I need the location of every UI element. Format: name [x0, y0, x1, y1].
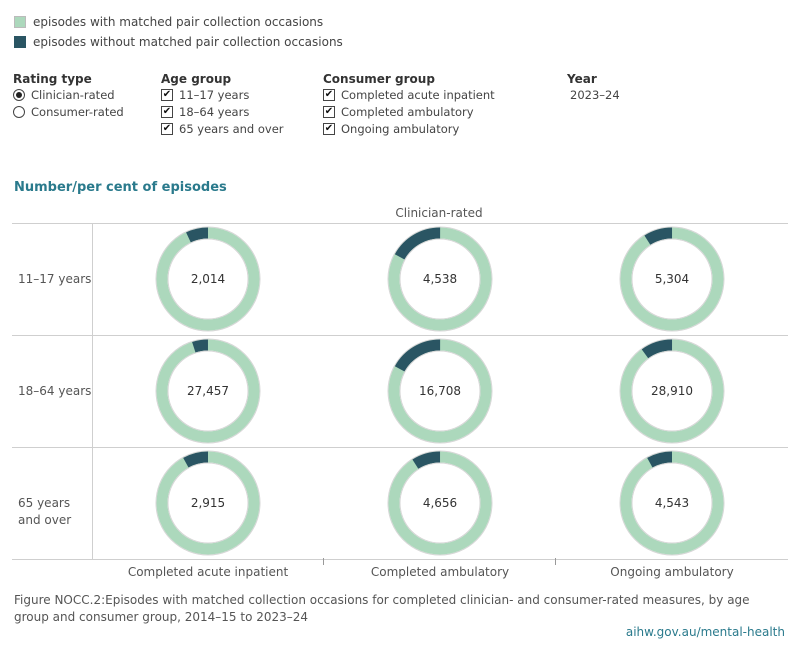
donut-total-label: 28,910 [651, 384, 693, 398]
donut-inner [399, 462, 481, 544]
donut-0-2[interactable]: 5,304 [609, 216, 736, 343]
donut-slice-without[interactable] [609, 216, 736, 343]
checkbox-checked-icon[interactable]: ✔ [161, 106, 173, 118]
donut-inner [167, 238, 249, 320]
donut-1-2[interactable]: 28,910 [608, 327, 737, 456]
donut-slice-without[interactable] [146, 441, 271, 566]
year-title: Year [567, 72, 597, 86]
donut-inner [631, 238, 713, 320]
figure-caption: Figure NOCC.2:Episodes with matched coll… [14, 593, 750, 624]
donut-outline [155, 226, 261, 332]
donut-2-2[interactable]: 4,543 [610, 441, 735, 566]
year-value[interactable]: 2023–24 [570, 88, 620, 102]
donut-total-label: 4,538 [423, 272, 457, 286]
age-option-label: 65 years and over [179, 122, 284, 136]
donut-inner [399, 350, 481, 432]
donut-total-label: 2,915 [191, 496, 225, 510]
grid-line [12, 223, 788, 224]
consumer-group-title: Consumer group [323, 72, 435, 86]
donut-total-label: 16,708 [419, 384, 461, 398]
donut-slice-without[interactable] [378, 217, 503, 342]
column-divider-tick [323, 558, 324, 565]
donut-slice-matched[interactable] [156, 339, 260, 443]
donut-slice-matched[interactable] [156, 227, 260, 331]
legend-item-matched[interactable]: episodes with matched pair collection oc… [14, 15, 323, 29]
age-option-65-over[interactable]: ✔ 65 years and over [161, 122, 284, 136]
column-label: Completed acute inpatient [127, 565, 289, 579]
checkbox-checked-icon[interactable]: ✔ [161, 123, 173, 135]
column-label: Ongoing ambulatory [610, 565, 734, 579]
donut-0-0[interactable]: 2,014 [147, 218, 269, 340]
radio-selected-icon[interactable] [13, 89, 25, 101]
rating-option-consumer[interactable]: Consumer-rated [13, 105, 124, 119]
radio-unselected-icon[interactable] [13, 106, 25, 118]
legend-item-without[interactable]: episodes without matched pair collection… [14, 35, 343, 49]
consumer-option-label: Ongoing ambulatory [341, 122, 460, 136]
age-option-11-17[interactable]: ✔ 11–17 years [161, 88, 249, 102]
donut-outline [155, 338, 261, 444]
rating-option-clinician[interactable]: Clinician-rated [13, 88, 115, 102]
column-label: Completed ambulatory [370, 565, 510, 579]
grid-line [12, 559, 788, 560]
row-label: 65 years and over [18, 496, 72, 527]
chart-title: Number/per cent of episodes [14, 180, 227, 195]
age-group-title: Age group [161, 72, 232, 86]
donut-total-label: 4,656 [423, 496, 457, 510]
legend-swatch-matched [14, 16, 26, 28]
donut-inner [631, 462, 713, 544]
donut-outline [619, 450, 725, 556]
checkbox-checked-icon[interactable]: ✔ [323, 123, 335, 135]
consumer-option-label: Completed acute inpatient [341, 88, 495, 102]
checkbox-checked-icon[interactable]: ✔ [323, 106, 335, 118]
column-divider-tick [555, 558, 556, 565]
donut-1-0[interactable]: 27,457 [150, 333, 266, 449]
donut-total-label: 2,014 [191, 272, 225, 286]
donut-slice-without[interactable] [150, 333, 266, 449]
donut-2-0[interactable]: 2,915 [146, 441, 271, 566]
donut-outline [387, 338, 493, 444]
donut-1-1[interactable]: 16,708 [378, 329, 503, 454]
rating-option-label: Clinician-rated [31, 88, 115, 102]
age-option-18-64[interactable]: ✔ 18–64 years [161, 105, 249, 119]
donut-outline [387, 450, 493, 556]
donut-outline [155, 450, 261, 556]
donut-outline [619, 226, 725, 332]
donut-total-label: 27,457 [187, 384, 229, 398]
donut-slice-without[interactable] [377, 440, 504, 567]
donut-inner [167, 350, 249, 432]
axis-line [92, 223, 93, 559]
donut-slice-without[interactable] [378, 329, 503, 454]
donut-inner [631, 350, 713, 432]
checkbox-checked-icon[interactable]: ✔ [161, 89, 173, 101]
consumer-option-acute-inpatient[interactable]: ✔ Completed acute inpatient [323, 88, 495, 102]
donut-outline [387, 226, 493, 332]
consumer-option-ongoing-ambulatory[interactable]: ✔ Ongoing ambulatory [323, 122, 459, 136]
legend-label-without: episodes without matched pair collection… [33, 35, 343, 49]
donut-inner [167, 462, 249, 544]
donut-slice-without[interactable] [610, 441, 735, 566]
rating-type-title: Rating type [13, 72, 92, 86]
rating-option-label: Consumer-rated [31, 105, 124, 119]
row-label: 18–64 years [18, 384, 92, 398]
legend-swatch-without [14, 36, 26, 48]
donut-total-label: 5,304 [655, 272, 689, 286]
donut-total-label: 4,543 [655, 496, 689, 510]
legend-label-matched: episodes with matched pair collection oc… [33, 15, 324, 29]
checkbox-checked-icon[interactable]: ✔ [323, 89, 335, 101]
donut-slice-without[interactable] [147, 218, 269, 340]
row-label: 11–17 years [18, 272, 92, 286]
donut-0-1[interactable]: 4,538 [378, 217, 503, 342]
grid-line [12, 335, 788, 336]
consumer-option-label: Completed ambulatory [341, 105, 474, 119]
age-option-label: 18–64 years [179, 105, 250, 119]
consumer-option-completed-ambulatory[interactable]: ✔ Completed ambulatory [323, 105, 474, 119]
age-option-label: 11–17 years [179, 88, 250, 102]
grid-line [12, 447, 788, 448]
panel-label: Clinician-rated [395, 206, 483, 220]
source-link[interactable]: aihw.gov.au/mental-health [625, 625, 785, 639]
donut-inner [399, 238, 481, 320]
donut-2-1[interactable]: 4,656 [377, 440, 504, 567]
donut-outline [619, 338, 725, 444]
